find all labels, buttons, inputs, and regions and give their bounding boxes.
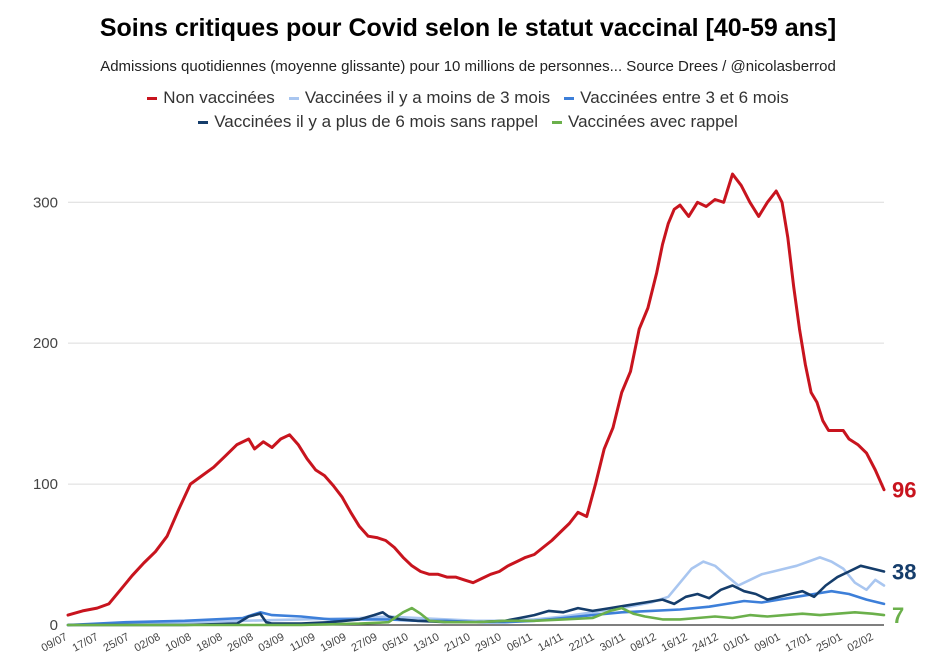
x-tick-label: 26/08 <box>225 631 255 655</box>
x-tick-label: 01/01 <box>721 631 751 655</box>
legend-label: Vaccinées entre 3 et 6 mois <box>580 88 789 107</box>
end-label: 7 <box>892 603 904 628</box>
x-tick-label: 13/10 <box>411 631 441 655</box>
x-tick-label: 11/09 <box>288 631 317 654</box>
legend-label: Non vaccinées <box>163 88 275 107</box>
x-tick-label: 16/12 <box>659 631 689 655</box>
legend-label: Vaccinées avec rappel <box>568 112 738 131</box>
legend: Non vaccinées Vaccinées il y a moins de … <box>0 86 936 134</box>
x-tick-label: 29/10 <box>473 631 503 655</box>
chart-title: Soins critiques pour Covid selon le stat… <box>99 14 837 42</box>
legend-item-3-6-mois: Vaccinées entre 3 et 6 mois <box>564 88 789 108</box>
x-tick-label: 03/09 <box>256 631 286 655</box>
chart-subtitle: Admissions quotidiennes (moyenne glissan… <box>100 58 836 75</box>
x-tick-label: 19/09 <box>318 631 348 655</box>
legend-swatch-icon <box>288 96 299 100</box>
x-tick-label: 18/08 <box>194 631 224 655</box>
x-tick-label: 02/02 <box>845 631 875 655</box>
legend-swatch-icon <box>147 96 158 100</box>
x-tick-label: 25/07 <box>101 631 131 655</box>
legend-item-moins-3-mois: Vaccinées il y a moins de 3 mois <box>288 88 551 108</box>
legend-label: Vaccinées il y a plus de 6 mois sans rap… <box>214 112 538 131</box>
x-tick-label: 24/12 <box>690 631 720 655</box>
legend-swatch-icon <box>198 120 209 124</box>
x-tick-label: 09/07 <box>39 631 69 655</box>
x-tick-label: 14/11 <box>536 631 565 654</box>
x-tick-label: 06/11 <box>505 631 534 654</box>
x-tick-label: 22/11 <box>567 631 596 654</box>
x-tick-label: 21/10 <box>442 631 472 655</box>
legend-item-non-vaccinees: Non vaccinées <box>147 88 275 108</box>
end-label: 96 <box>892 478 916 503</box>
y-tick-label: 200 <box>33 335 58 352</box>
x-tick-label: 30/11 <box>598 631 627 654</box>
x-tick-label: 27/09 <box>349 631 379 655</box>
x-tick-label: 05/10 <box>380 631 410 655</box>
legend-swatch-icon <box>564 96 575 100</box>
legend-row-1: Non vaccinées Vaccinées il y a moins de … <box>0 86 936 110</box>
legend-swatch-icon <box>552 120 562 124</box>
x-tick-label: 17/07 <box>70 631 100 655</box>
y-tick-label: 0 <box>50 617 58 634</box>
end-label: 38 <box>892 559 916 584</box>
series-line-0 <box>66 172 886 617</box>
y-tick-label: 100 <box>33 476 58 493</box>
series-line-4 <box>66 606 886 627</box>
x-tick-label: 17/01 <box>783 631 813 655</box>
x-tick-label: 09/01 <box>752 631 782 655</box>
series-line-2 <box>66 589 886 627</box>
x-tick-label: 10/08 <box>163 631 193 655</box>
y-tick-label: 300 <box>33 194 58 211</box>
series-line-1 <box>66 556 886 627</box>
x-tick-label: 08/12 <box>628 631 658 655</box>
legend-label: Vaccinées il y a moins de 3 mois <box>304 88 551 107</box>
legend-row-2: Vaccinées il y a plus de 6 mois sans rap… <box>0 110 936 134</box>
legend-item-plus-6-mois: Vaccinées il y a plus de 6 mois sans rap… <box>198 112 538 132</box>
legend-item-rappel: Vaccinées avec rappel <box>552 112 738 132</box>
x-tick-label: 25/01 <box>814 631 844 655</box>
x-tick-label: 02/08 <box>132 631 162 655</box>
series-line-3 <box>66 564 886 627</box>
